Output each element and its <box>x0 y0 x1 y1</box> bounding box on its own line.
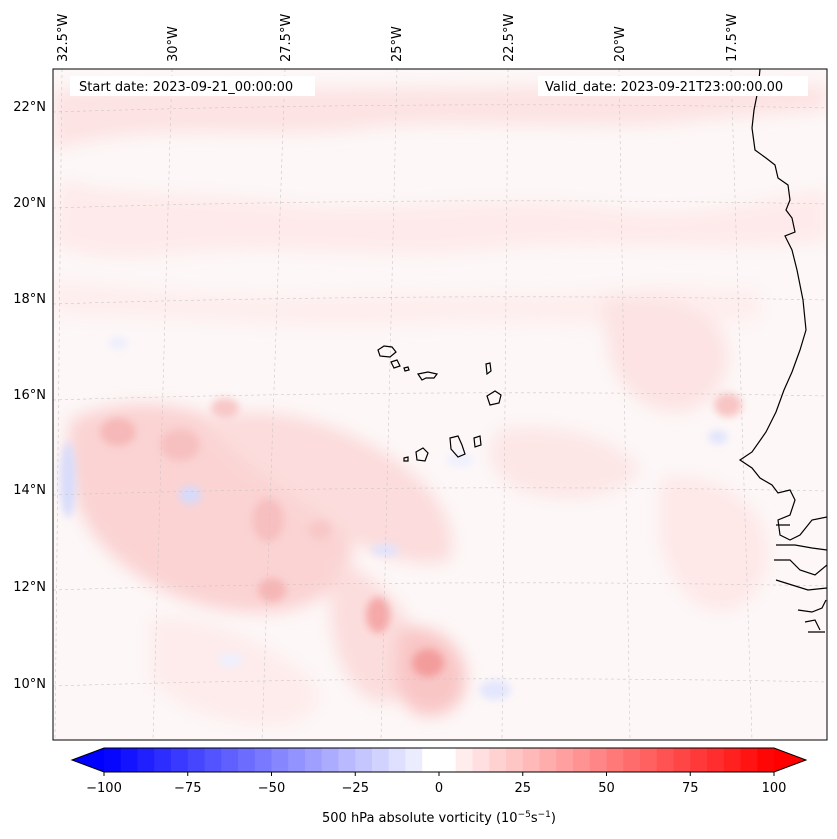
colorbar-segment <box>455 748 473 772</box>
colorbar-segment <box>254 748 272 772</box>
cape-verde-sao-vicente <box>390 359 401 369</box>
colorbar-segment <box>539 748 557 772</box>
cape-verde-santo-antao <box>377 345 397 358</box>
colorbar-segment <box>204 748 222 772</box>
colorbar-segment <box>506 748 524 772</box>
vorticity-maxima <box>100 393 742 677</box>
colorbar-tick-label: 25 <box>514 781 531 796</box>
colorbar-segment <box>120 748 138 772</box>
colorbar-tick-label: 75 <box>682 781 699 796</box>
lon-label-25w: 25°W <box>390 26 405 62</box>
colorbar-segment <box>422 748 440 772</box>
colorbar-segment <box>723 748 741 772</box>
vorticity-field <box>53 85 827 726</box>
cape-verde-fogo <box>415 447 429 462</box>
lat-label-18n: 18°N <box>13 292 46 307</box>
lon-label-17-5w: 17.5°W <box>725 14 740 62</box>
gridlines <box>53 69 827 740</box>
colorbar-segment <box>104 748 122 772</box>
colorbar-segment <box>288 748 306 772</box>
lat-label-16n: 16°N <box>13 388 46 403</box>
colorbar-segment <box>372 748 390 772</box>
colorbar-segment <box>305 748 323 772</box>
colorbar-segment <box>707 748 725 772</box>
colorbar-segment <box>556 748 574 772</box>
colorbar-segment <box>656 748 674 772</box>
colorbar-segment <box>338 748 356 772</box>
lat-label-20n: 20°N <box>13 196 46 211</box>
start-date-box: Start date: 2023-09-21_00:00:00 <box>70 76 315 96</box>
colorbar-segment <box>690 748 708 772</box>
colorbar-tick-label: 0 <box>435 781 443 796</box>
colorbar-segment <box>137 748 155 772</box>
colorbar-ticks <box>103 772 775 776</box>
colorbar-segment <box>388 748 406 772</box>
colorbar-segment <box>187 748 205 772</box>
colorbar-segment <box>740 748 758 772</box>
positive-vorticity-areas <box>53 85 827 726</box>
colorbar-segment <box>573 748 591 772</box>
cape-verde-santiago <box>449 435 466 458</box>
cape-verde-santa-luzia <box>403 366 410 372</box>
negative-vorticity-areas <box>60 337 728 700</box>
longitude-labels: 32.5°W 30°W 27.5°W 25°W 22.5°W 20°W 17.5… <box>56 14 740 62</box>
colorbar-tick-label: −50 <box>258 781 285 796</box>
colorbar-tick-label: 50 <box>598 781 615 796</box>
colorbar-tick-label: −100 <box>86 781 122 796</box>
start-date-text: Start date: 2023-09-21_00:00:00 <box>79 80 293 95</box>
colorbar-segment <box>171 748 189 772</box>
lat-label-12n: 12°N <box>13 580 46 595</box>
lon-label-20w: 20°W <box>613 26 628 62</box>
lat-label-14n: 14°N <box>13 483 46 498</box>
cape-verde-sal <box>485 362 492 376</box>
colorbar-label: 500 hPa absolute vorticity (10−5s−1) <box>322 810 556 826</box>
valid-date-text: Valid_date: 2023-09-21T23:00:00.00 <box>545 80 783 95</box>
colorbar-tick-label: −25 <box>342 781 369 796</box>
colorbar-high-extend <box>774 748 806 772</box>
colorbar-segment <box>640 748 658 772</box>
colorbar-segment <box>221 748 239 772</box>
colorbar-segments <box>104 748 775 772</box>
colorbar-segment <box>439 748 457 772</box>
cape-verde-maio <box>473 435 482 448</box>
latitude-labels: 22°N 20°N 18°N 16°N 14°N 12°N 10°N <box>13 100 46 692</box>
cape-verde-sao-nicolau <box>417 371 439 381</box>
colorbar-segment <box>154 748 172 772</box>
lon-label-30w: 30°W <box>166 26 181 62</box>
colorbar-segment <box>271 748 289 772</box>
valid-date-box: Valid_date: 2023-09-21T23:00:00.00 <box>538 76 808 96</box>
map-panel: Start date: 2023-09-21_00:00:00 Valid_da… <box>52 68 828 741</box>
cape-verde-boa-vista <box>486 390 502 406</box>
colorbar-segment <box>321 748 339 772</box>
colorbar-segment <box>405 748 423 772</box>
lon-label-22-5w: 22.5°W <box>502 14 517 62</box>
colorbar-segment <box>472 748 490 772</box>
lat-label-10n: 10°N <box>13 677 46 692</box>
colorbar-segment <box>522 748 540 772</box>
colorbar-segment <box>355 748 373 772</box>
lat-label-22n: 22°N <box>13 100 46 115</box>
colorbar-segment <box>673 748 691 772</box>
colorbar: −100 −75 −50 −25 0 25 50 75 100 500 hPa … <box>70 747 808 826</box>
lon-label-27-5w: 27.5°W <box>279 14 294 62</box>
colorbar-segment <box>589 748 607 772</box>
colorbar-segment <box>757 748 775 772</box>
colorbar-segment <box>238 748 256 772</box>
lon-label-32-5w: 32.5°W <box>56 14 71 62</box>
colorbar-tick-label: 100 <box>762 781 787 796</box>
colorbar-segment <box>623 748 641 772</box>
map-frame <box>52 68 828 741</box>
colorbar-tick-label: −75 <box>174 781 201 796</box>
colorbar-segment <box>606 748 624 772</box>
cape-verde-brava <box>403 456 409 462</box>
colorbar-low-extend <box>72 748 104 772</box>
africa-coastline <box>738 69 827 633</box>
colorbar-tick-labels: −100 −75 −50 −25 0 25 50 75 100 <box>86 781 786 796</box>
colorbar-segment <box>489 748 507 772</box>
coastlines <box>377 69 827 633</box>
